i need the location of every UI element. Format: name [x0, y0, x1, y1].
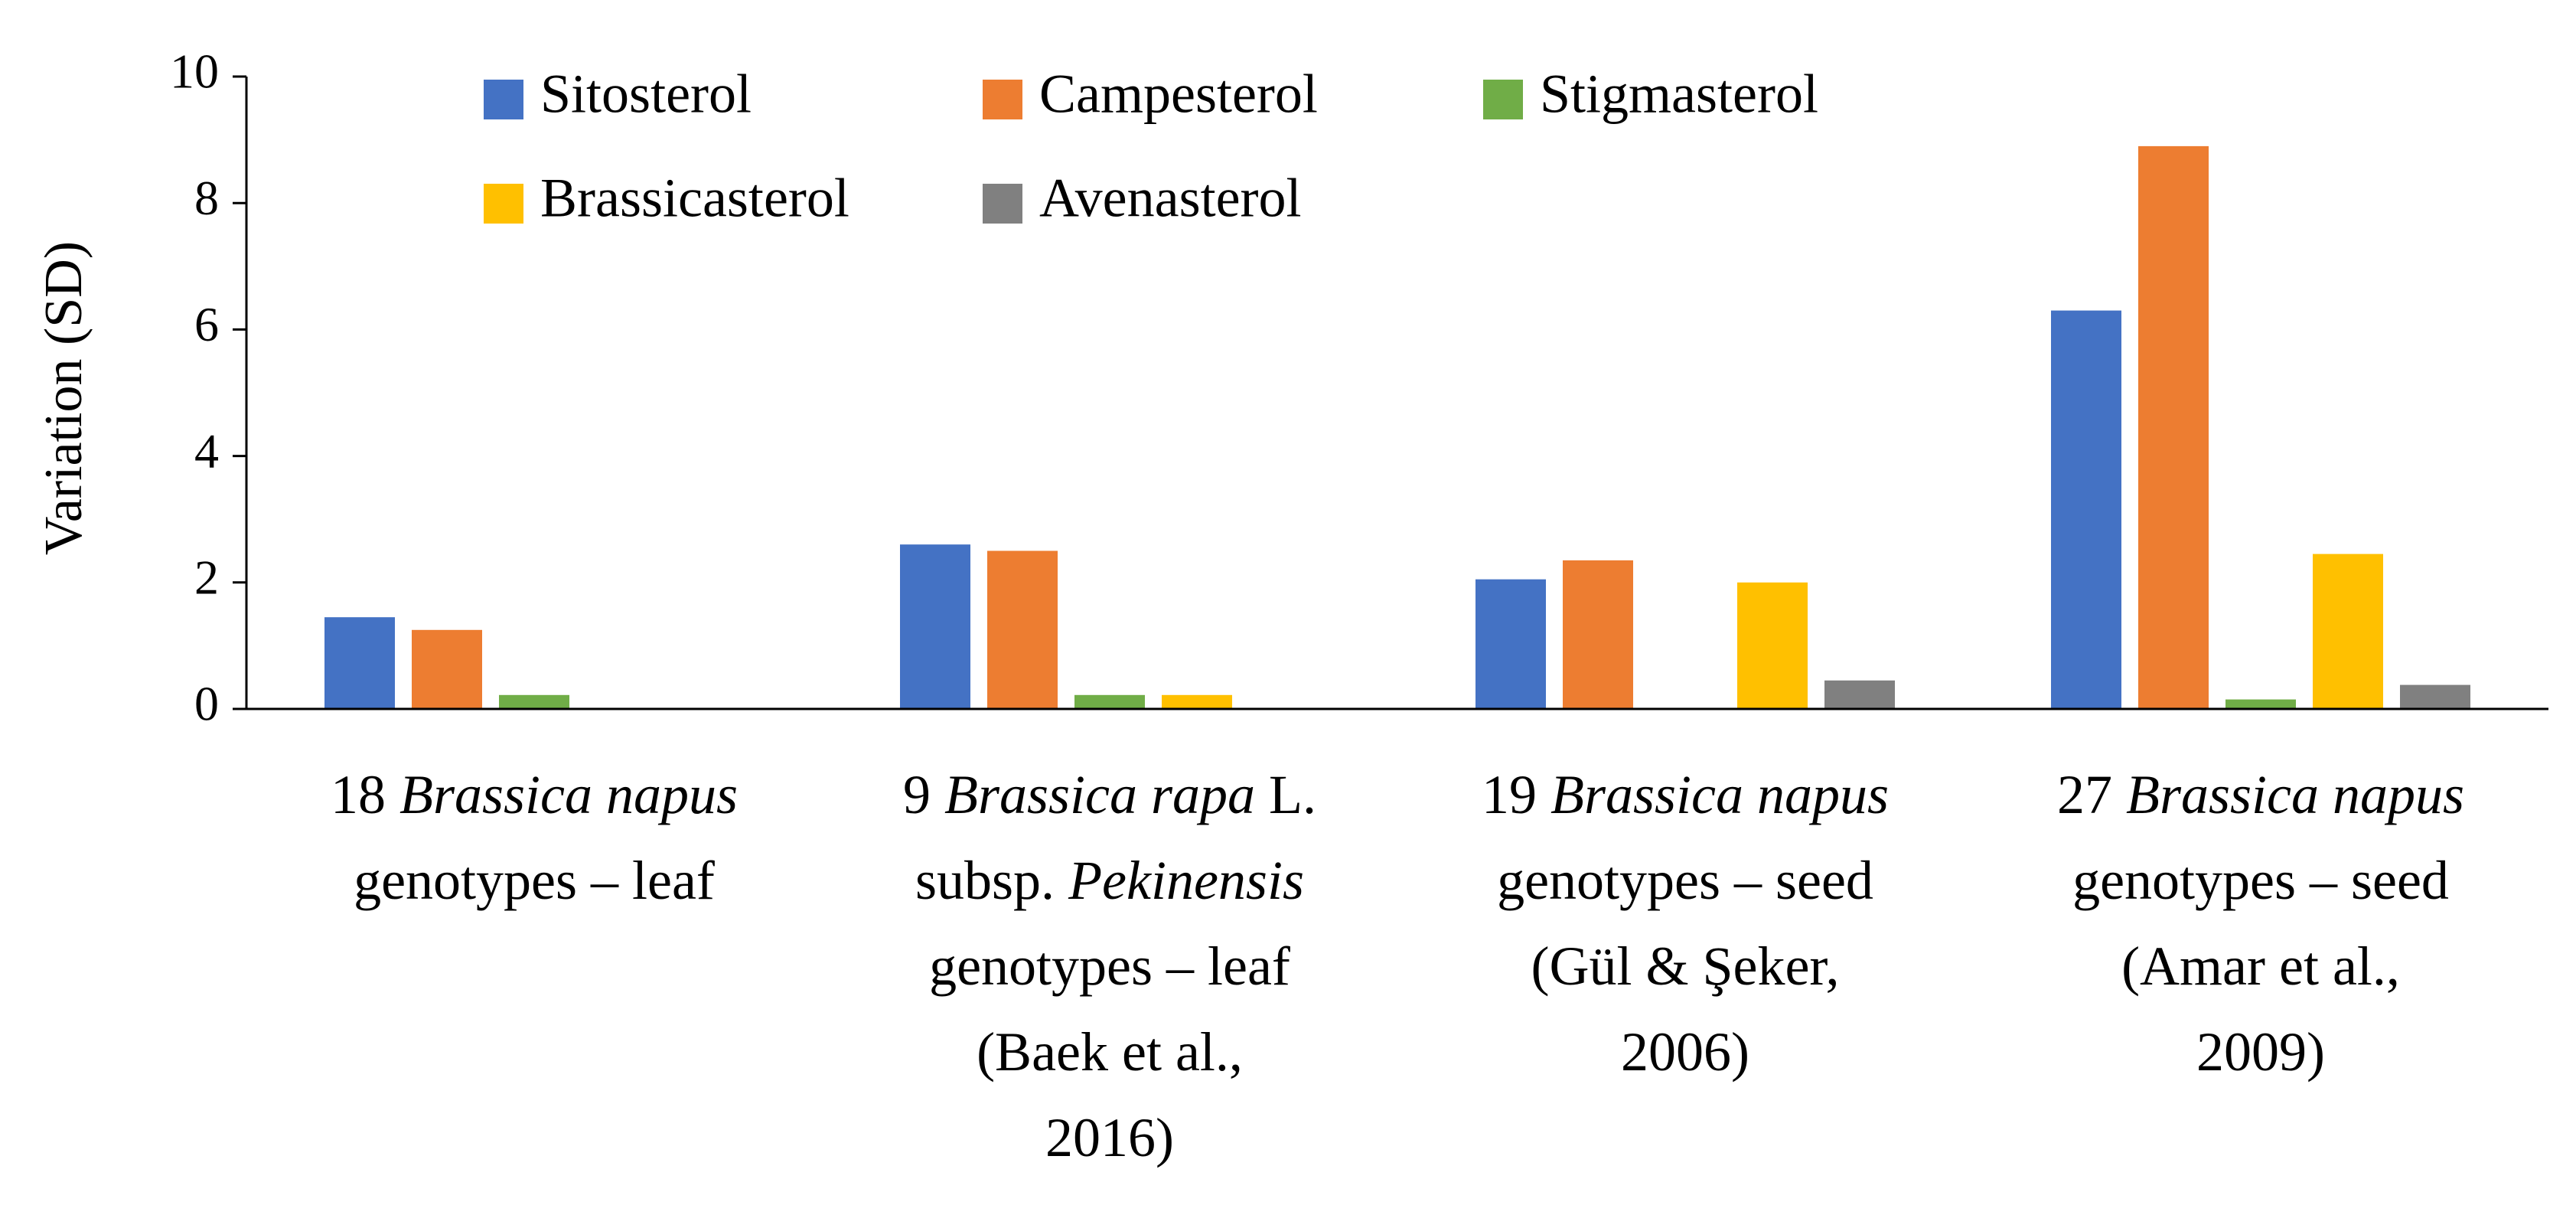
bar-sitosterol-4: [2051, 310, 2121, 710]
text-segment: 2016): [1045, 1107, 1174, 1168]
bar-brassicasterol-4: [2313, 554, 2383, 709]
text-segment: L.: [1255, 764, 1316, 825]
legend-swatch: [1483, 80, 1523, 119]
y-axis-title: Variation (SD): [34, 241, 93, 555]
text-segment: 2009): [2196, 1021, 2325, 1083]
legend-label: Sitosterol: [540, 64, 752, 125]
legend-swatch: [983, 80, 1022, 119]
legend-item-campesterol: Campesterol: [983, 64, 1318, 125]
legend-label: Brassicasterol: [540, 168, 849, 229]
category-label-2: 9 Brassica rapa L. subsp. Pekinensis genot…: [903, 764, 1316, 1168]
bar-brassicasterol-3: [1737, 582, 1808, 709]
bar-avenasterol-3: [1824, 680, 1895, 709]
text-segment: (Amar et al.,: [2121, 936, 2400, 997]
bar-campesterol-4: [2138, 145, 2209, 709]
text-segment: genotypes – seed: [1497, 850, 1873, 911]
legend-label: Stigmasterol: [1540, 64, 1818, 125]
category-label-line: 18 Brassica napus: [331, 764, 738, 825]
bar-stigmasterol-4: [2225, 699, 2296, 709]
y-tick-label: 4: [194, 423, 219, 478]
text-segment: genotypes – seed: [2072, 850, 2449, 911]
bar-brassicasterol-2: [1162, 694, 1232, 709]
legend-swatch: [484, 80, 523, 119]
bar-avenasterol-4: [2400, 684, 2470, 709]
legend-item-avenasterol: Avenasterol: [983, 168, 1302, 229]
text-segment: 9: [903, 764, 944, 825]
category-label-line: 19 Brassica napus: [1482, 764, 1889, 825]
bar-sitosterol-3: [1475, 579, 1546, 709]
text-segment: (Baek et al.,: [977, 1021, 1243, 1083]
category-label-line: 27 Brassica napus: [2057, 764, 2464, 825]
category-label-line: (Baek et al.,: [977, 1021, 1243, 1083]
category-label-line: (Gül & Şeker,: [1531, 936, 1839, 997]
italic-text: Brassica napus: [2126, 764, 2464, 825]
y-tick-label: 10: [170, 44, 219, 99]
y-tick-label: 8: [194, 171, 219, 225]
text-segment: genotypes – leaf: [354, 850, 715, 911]
bar-campesterol-3: [1563, 560, 1633, 709]
italic-text: Pekinensis: [1068, 850, 1304, 911]
category-label-line: genotypes – seed: [2072, 850, 2449, 911]
y-tick-label: 0: [194, 677, 219, 731]
text-segment: 2006): [1621, 1021, 1749, 1083]
bar-sitosterol-1: [324, 617, 395, 709]
bar-campesterol-2: [987, 550, 1058, 709]
text-segment: 19: [1482, 764, 1550, 825]
y-tick-label: 2: [194, 550, 219, 604]
legend-label: Avenasterol: [1039, 168, 1302, 229]
category-label-line: genotypes – seed: [1497, 850, 1873, 911]
text-segment: 27: [2057, 764, 2126, 825]
category-label-line: 2006): [1621, 1021, 1749, 1083]
legend-swatch: [983, 184, 1022, 224]
legend-item-stigmasterol: Stigmasterol: [1483, 64, 1818, 125]
text-segment: subsp.: [915, 850, 1068, 911]
category-label-line: 9 Brassica rapa L.: [903, 764, 1316, 825]
italic-text: Brassica napus: [1550, 764, 1889, 825]
category-label-line: 2009): [2196, 1021, 2325, 1083]
legend-item-brassicasterol: Brassicasterol: [484, 168, 849, 229]
category-label-line: genotypes – leaf: [929, 936, 1290, 997]
category-label-line: genotypes – leaf: [354, 850, 715, 911]
bar-stigmasterol-2: [1074, 694, 1145, 709]
legend-label: Campesterol: [1039, 64, 1318, 125]
y-tick-label: 6: [194, 297, 219, 351]
legend-swatch: [484, 184, 523, 224]
italic-text: Brassica rapa: [944, 764, 1255, 825]
bar-sitosterol-2: [900, 544, 970, 709]
text-segment: (Gül & Şeker,: [1531, 936, 1839, 997]
category-label-line: (Amar et al.,: [2121, 936, 2400, 997]
bar-campesterol-1: [412, 629, 482, 710]
category-label-line: subsp. Pekinensis: [915, 850, 1304, 911]
bar-stigmasterol-1: [499, 694, 569, 709]
category-label-1: 18 Brassica napus genotypes – leaf: [331, 764, 738, 911]
category-label-4: 27 Brassica napus genotypes – seed (Amar e…: [2057, 764, 2464, 1083]
italic-text: Brassica napus: [399, 764, 738, 825]
category-label-3: 19 Brassica napus genotypes – seed (Gül & …: [1482, 764, 1889, 1083]
text-segment: genotypes – leaf: [929, 936, 1290, 997]
legend-item-sitosterol: Sitosterol: [484, 64, 752, 125]
category-label-line: 2016): [1045, 1107, 1174, 1168]
text-segment: 18: [331, 764, 399, 825]
